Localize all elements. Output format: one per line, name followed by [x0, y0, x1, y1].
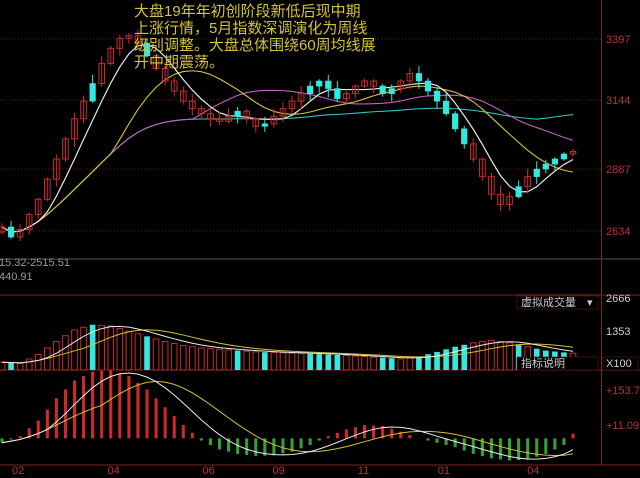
svg-text:06: 06	[203, 465, 215, 477]
svg-text:04: 04	[527, 465, 539, 477]
svg-text:2666: 2666	[606, 293, 630, 305]
svg-text:2634: 2634	[606, 226, 630, 238]
svg-text:01: 01	[438, 465, 450, 477]
svg-text:指标说明: 指标说明	[521, 356, 565, 370]
svg-text:开中期震荡。: 开中期震荡。	[134, 54, 224, 71]
svg-text:02: 02	[12, 465, 24, 477]
svg-text:440.91: 440.91	[0, 271, 33, 283]
svg-text:大盘19年年初创阶段新低后现中期: 大盘19年年初创阶段新低后现中期	[134, 2, 361, 20]
svg-text:2887: 2887	[606, 164, 630, 176]
svg-text:▾: ▾	[587, 297, 593, 309]
svg-text:15.32-2515.51: 15.32-2515.51	[0, 257, 70, 269]
svg-text:+153.7: +153.7	[606, 385, 640, 397]
svg-text:09: 09	[273, 465, 285, 477]
svg-text:级别调整。大盘总体围绕60周均线展: 级别调整。大盘总体围绕60周均线展	[134, 36, 376, 54]
svg-text:3397: 3397	[606, 34, 630, 46]
svg-text:上涨行情，5月指数深调演化为周线: 上涨行情，5月指数深调演化为周线	[134, 20, 367, 37]
svg-text:3144: 3144	[606, 95, 630, 107]
svg-text:+11.09: +11.09	[606, 420, 639, 432]
svg-text:11: 11	[358, 465, 369, 477]
svg-text:虚拟成交量: 虚拟成交量	[521, 295, 576, 309]
svg-text:1353: 1353	[606, 326, 630, 338]
svg-text:04: 04	[108, 465, 120, 477]
svg-text:X100: X100	[606, 358, 632, 370]
